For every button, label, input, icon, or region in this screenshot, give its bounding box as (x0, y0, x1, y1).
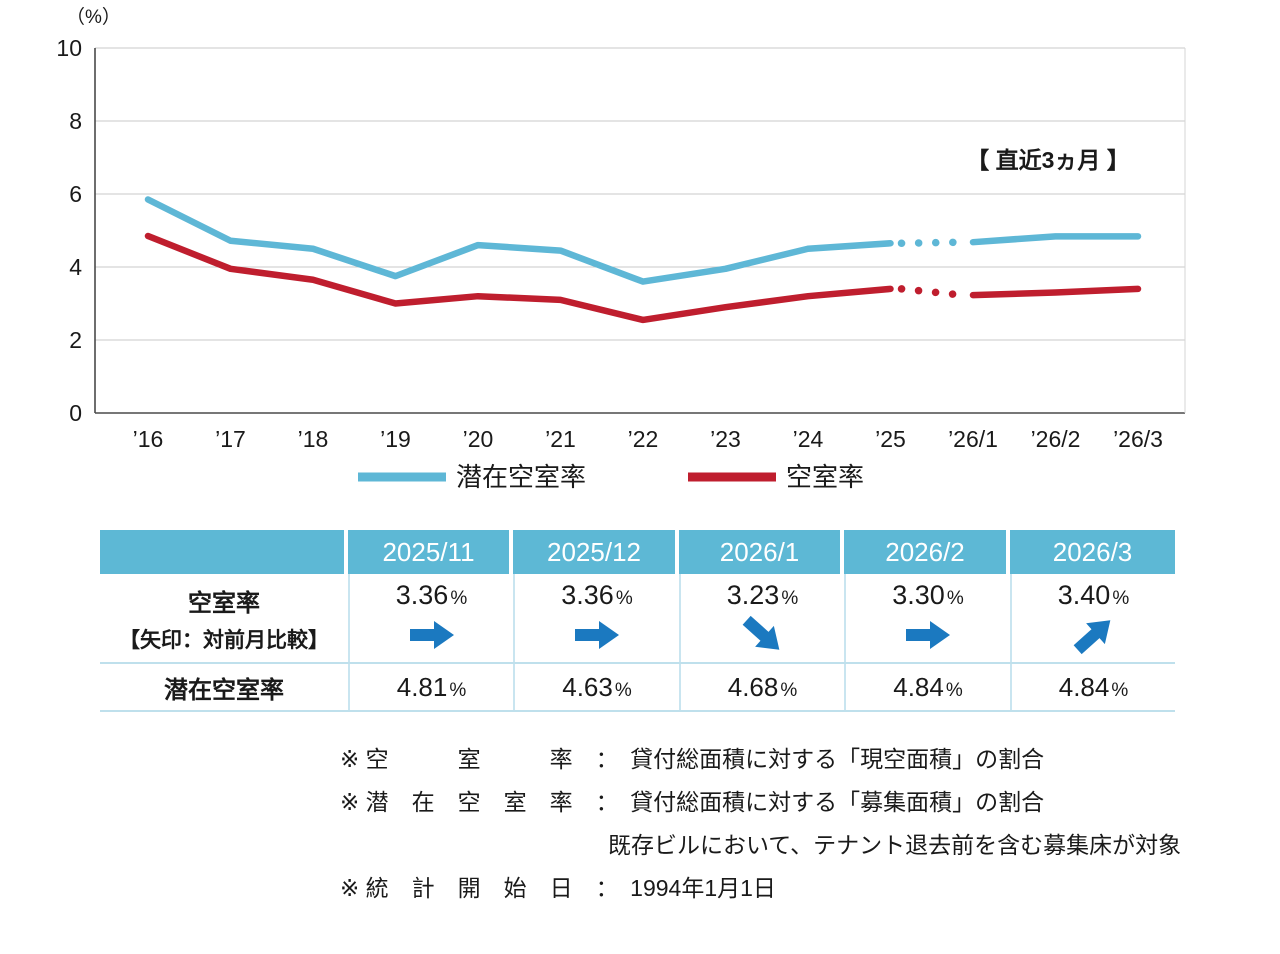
x-tick-label: ’16 (133, 426, 164, 452)
potential-vacancy-rate-value-cell: 4.68% (679, 664, 844, 710)
footnote-line: ※ 空 室 率 ： 貸付総面積に対する「現空面積」の割合 (340, 746, 1045, 772)
y-tick-label: 6 (69, 181, 82, 207)
potential-vacancy-rate-value-cell: 4.81% (348, 664, 513, 710)
vacancy-rate-value-cell: 3.23% (679, 574, 844, 662)
x-tick-label: ’24 (793, 426, 824, 452)
x-tick-label: ’26/3 (1113, 426, 1163, 452)
series-line-recent (969, 233, 1142, 246)
table-corner-cell (100, 530, 344, 574)
potential-vacancy-rate-value-cell: 4.84% (1010, 664, 1175, 710)
footnote-line: 既存ビルにおいて、テナント退去前を含む募集床が対象 (608, 832, 1182, 858)
y-tick-label: 4 (69, 254, 82, 280)
x-tick-label: ’25 (875, 426, 906, 452)
table-month-header: 2025/11 (348, 530, 509, 574)
legend-label: 空室率 (786, 462, 864, 492)
x-tick-label: ’26/2 (1031, 426, 1081, 452)
row-label-vacancy-rate: 空室率 【矢印：対前月比較】 (119, 589, 329, 652)
trend-arrow-up (1073, 620, 1110, 655)
series-line-dotted-gap (897, 285, 966, 299)
trend-arrow-flat (409, 621, 454, 649)
series-line-actual (144, 232, 894, 324)
table-month-header: 2026/1 (679, 530, 840, 574)
table-header-row: 2025/11 2025/12 2026/1 2026/2 2026/3 (100, 530, 1175, 574)
trend-arrow-flat (906, 621, 950, 649)
line-chart: 10 8 6 4 2 0 （%） ’16 ’17 ’18 ’19 ’20 ’21 ’22 ’23 ’24 ’25… (56, 6, 1186, 492)
y-tick-label: 10 (56, 35, 82, 61)
vacancy-rate-value-cell: 3.30% (844, 574, 1010, 662)
y-tick-label: 8 (69, 108, 82, 134)
vacancy-rate-value-cell: 3.36% (348, 574, 513, 662)
x-tick-label: ’19 (380, 426, 411, 452)
series-line-recent (969, 285, 1142, 299)
table-month-header: 2025/12 (513, 530, 675, 574)
potential-vacancy-rate-value-cell: 4.63% (513, 664, 679, 710)
potential-vacancy-rate-row: 潜在空室率 4.81% 4.63% 4.68% 4.84% 4.84% (100, 664, 1175, 712)
x-tick-label: ’18 (298, 426, 329, 452)
x-tick-label: ’21 (545, 426, 576, 452)
footnote-line: ※ 統 計 開 始 日 ： 1994年1月1日 (340, 875, 776, 901)
x-tick-label: ’20 (463, 426, 494, 452)
y-tick-label: 2 (69, 327, 82, 353)
monthly-summary-table: 2025/11 2025/12 2026/1 2026/2 2026/3 空室率 【矢印：… (100, 530, 1175, 712)
potential-vacancy-rate-value-cell: 4.84% (844, 664, 1010, 710)
footnote-line: ※ 潜 在 空 室 率 ： 貸付総面積に対する「募集面積」の割合 (340, 789, 1045, 815)
legend-label: 潜在空室率 (456, 462, 586, 492)
trend-arrow-flat (575, 621, 619, 649)
row-label-potential-vacancy-rate: 潜在空室率 (164, 676, 284, 704)
x-tick-label: ’23 (710, 426, 741, 452)
series-line-dotted-gap (897, 238, 966, 248)
y-axis-unit-label: （%） (66, 6, 121, 28)
vacancy-rate-row: 空室率 【矢印：対前月比較】 3.36% 3.36% 3.23% 3.30% 3.40% (100, 574, 1175, 664)
table-month-header: 2026/3 (1010, 530, 1175, 574)
vacancy-rate-value-cell: 3.40% (1010, 574, 1175, 662)
trend-arrow-down (742, 615, 779, 650)
vacancy-rate-value-cell: 3.36% (513, 574, 679, 662)
y-tick-label: 0 (69, 400, 82, 426)
x-tick-label: ’17 (215, 426, 246, 452)
x-tick-label: ’26/1 (948, 426, 998, 452)
footnotes: ※ 空 室 率 ： 貸付総面積に対する「現空面積」の割合 ※ 潜 在 空 室 率 … (340, 738, 1240, 910)
vacancy-rate-chart: 10 8 6 4 2 0 （%） ’16 ’17 ’18 ’19 ’20 ’21 ’22 ’23 ’24 ’25… (56, 6, 1186, 492)
series-line-actual (144, 196, 894, 285)
x-tick-label: ’22 (628, 426, 659, 452)
table-month-header: 2026/2 (844, 530, 1006, 574)
recent-3-months-annotation: 【 直近3ヵ月 】 (966, 147, 1130, 173)
